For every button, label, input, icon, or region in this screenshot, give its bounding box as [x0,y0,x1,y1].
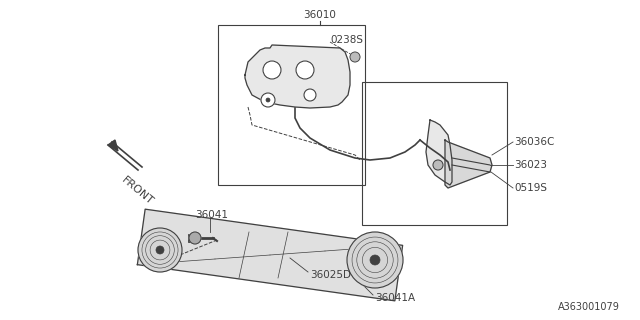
Text: 36041: 36041 [195,210,228,220]
Text: 36025D: 36025D [310,270,351,280]
Circle shape [156,246,164,254]
Polygon shape [426,120,452,185]
Circle shape [261,93,275,107]
Circle shape [347,232,403,288]
Circle shape [189,232,201,244]
Polygon shape [245,45,350,108]
Text: 36023: 36023 [514,160,547,170]
Bar [218,25,365,185]
Text: 36036C: 36036C [514,137,554,147]
Polygon shape [445,140,492,188]
Polygon shape [138,209,403,301]
Circle shape [296,61,314,79]
Text: 36010: 36010 [303,10,337,20]
Circle shape [263,61,281,79]
Bar [362,82,507,225]
Text: 36041A: 36041A [375,293,415,303]
Circle shape [304,89,316,101]
Circle shape [433,160,443,170]
Circle shape [350,52,360,62]
Circle shape [370,255,380,265]
Text: 0519S: 0519S [514,183,547,193]
Circle shape [138,228,182,272]
Text: 0238S: 0238S [330,35,363,45]
Text: A363001079: A363001079 [558,302,620,312]
Text: FRONT: FRONT [120,175,156,207]
Circle shape [266,98,270,102]
Polygon shape [108,140,118,151]
